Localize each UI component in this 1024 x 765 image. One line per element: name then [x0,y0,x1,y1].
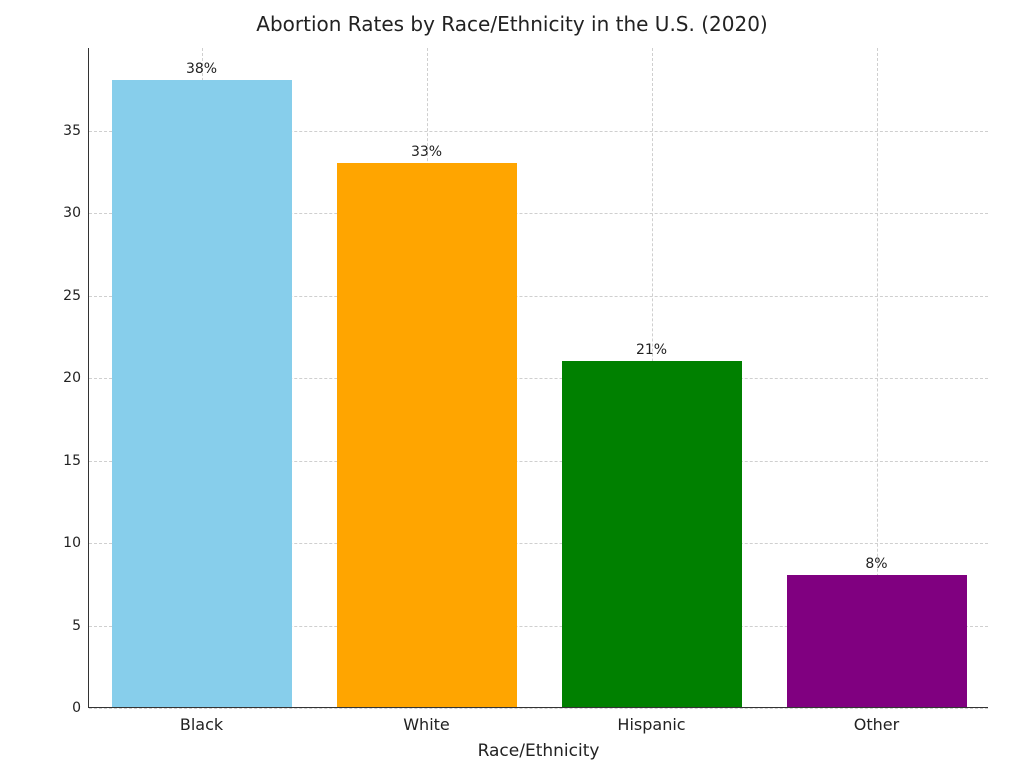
xtick-label: Hispanic [617,715,685,734]
bar-value-label: 33% [411,144,442,160]
gridline-h [89,708,988,709]
bar-hispanic [562,361,742,708]
ytick-label: 20 [41,370,81,386]
bar-black [112,80,292,707]
chart-container: Abortion Rates by Race/Ethnicity in the … [0,0,1024,765]
x-axis-label: Race/Ethnicity [478,741,600,761]
xtick-label: Other [854,715,899,734]
ytick-label: 25 [41,288,81,304]
ytick-label: 5 [41,618,81,634]
bar-value-label: 38% [186,61,217,77]
xtick-label: White [403,715,450,734]
bar-other [787,575,967,707]
plot-area: Percentage of Total Abortions Race/Ethni… [88,48,988,708]
bar-value-label: 21% [636,342,667,358]
ytick-label: 0 [41,700,81,716]
bar-white [337,163,517,708]
ytick-label: 35 [41,123,81,139]
chart-title: Abortion Rates by Race/Ethnicity in the … [0,12,1024,36]
bar-value-label: 8% [865,556,887,572]
xtick-label: Black [180,715,223,734]
ytick-label: 10 [41,535,81,551]
ytick-label: 30 [41,205,81,221]
ytick-label: 15 [41,453,81,469]
